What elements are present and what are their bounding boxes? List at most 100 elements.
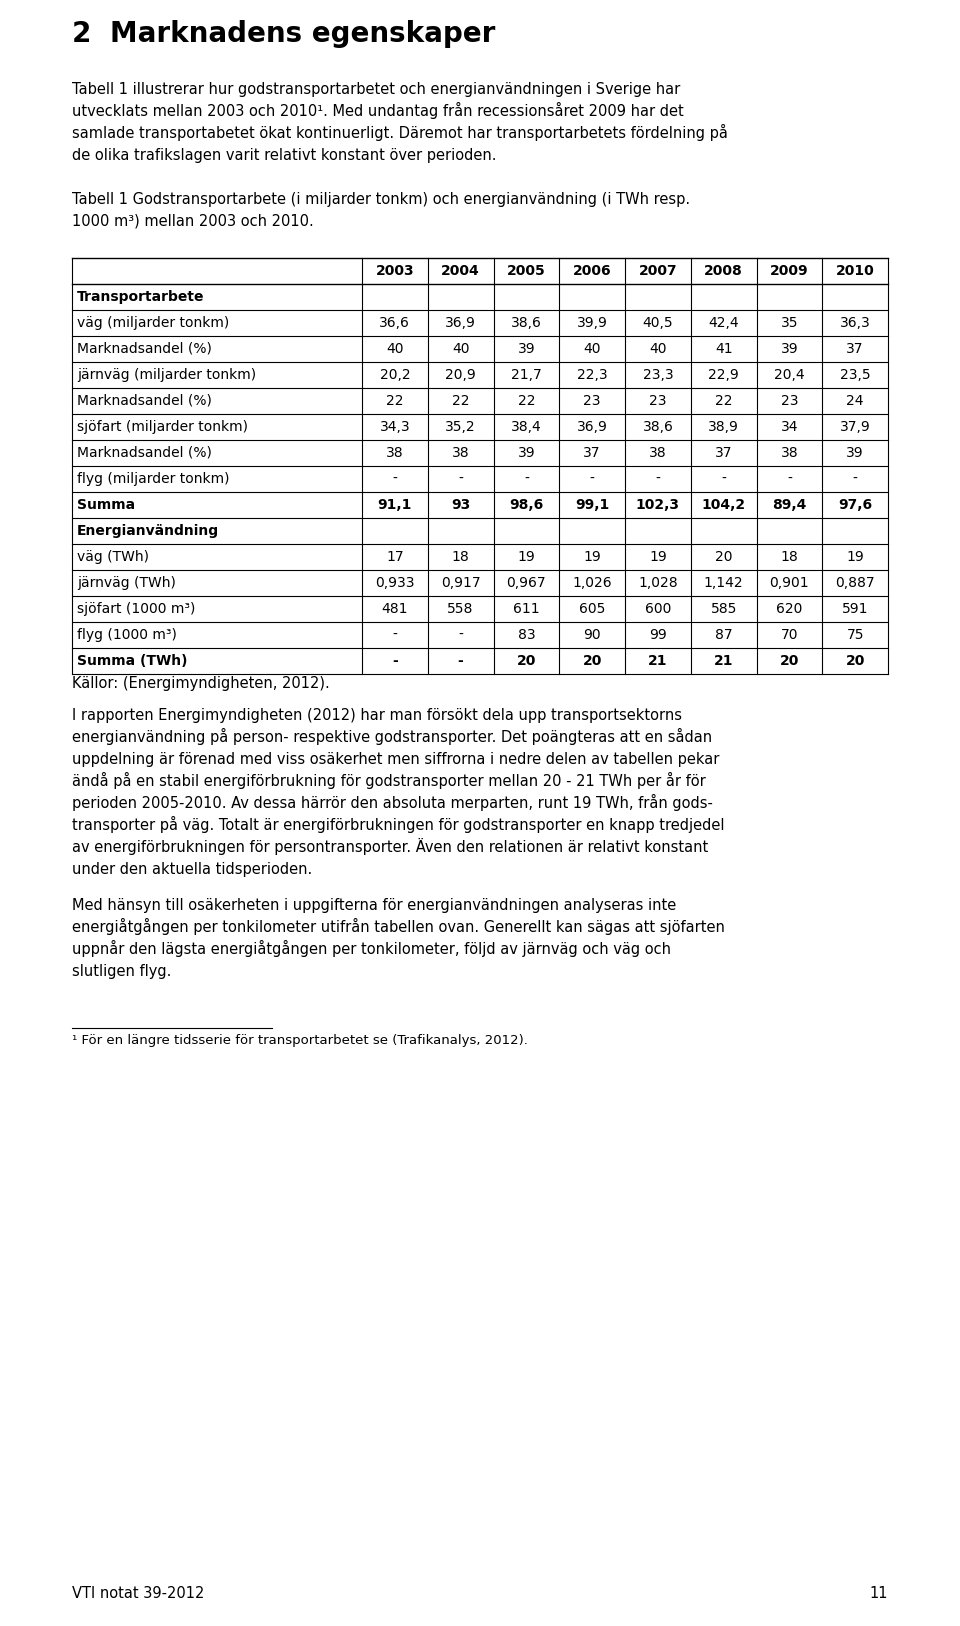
Text: 23: 23 (649, 393, 666, 408)
Text: 36,9: 36,9 (445, 315, 476, 330)
Text: 83: 83 (517, 628, 535, 642)
Text: 40,5: 40,5 (642, 315, 673, 330)
Text: 21: 21 (714, 654, 733, 668)
Text: 99: 99 (649, 628, 667, 642)
Text: 39: 39 (517, 341, 535, 356)
Text: 36,3: 36,3 (840, 315, 871, 330)
Text: 36,9: 36,9 (577, 420, 608, 434)
Text: 591: 591 (842, 602, 869, 616)
Text: 39: 39 (847, 446, 864, 460)
Text: 37: 37 (847, 341, 864, 356)
Text: 99,1: 99,1 (575, 498, 610, 512)
Text: 611: 611 (513, 602, 540, 616)
Text: 20: 20 (780, 654, 799, 668)
Text: 20: 20 (516, 654, 536, 668)
Text: 19: 19 (649, 550, 667, 564)
Text: 87: 87 (715, 628, 732, 642)
Text: 2008: 2008 (705, 263, 743, 278)
Text: 23,3: 23,3 (642, 367, 673, 382)
Text: järnväg (miljarder tonkm): järnväg (miljarder tonkm) (77, 367, 256, 382)
Text: 40: 40 (386, 341, 403, 356)
Text: sjöfart (miljarder tonkm): sjöfart (miljarder tonkm) (77, 420, 248, 434)
Text: 104,2: 104,2 (702, 498, 746, 512)
Text: 70: 70 (780, 628, 798, 642)
Text: 40: 40 (584, 341, 601, 356)
Text: 20,9: 20,9 (445, 367, 476, 382)
Text: 20: 20 (715, 550, 732, 564)
Text: 2003: 2003 (375, 263, 414, 278)
Text: 558: 558 (447, 602, 474, 616)
Text: Tabell 1 illustrerar hur godstransportarbetet och energianvändningen i Sverige h: Tabell 1 illustrerar hur godstransportar… (72, 81, 681, 98)
Text: 2010: 2010 (836, 263, 875, 278)
Text: 37: 37 (584, 446, 601, 460)
Text: -: - (852, 472, 857, 486)
Text: energiåtgången per tonkilometer utifrån tabellen ovan. Generellt kan sägas att s: energiåtgången per tonkilometer utifrån … (72, 919, 725, 935)
Text: sjöfart (1000 m³): sjöfart (1000 m³) (77, 602, 196, 616)
Text: -: - (393, 628, 397, 642)
Text: 23: 23 (584, 393, 601, 408)
Text: 2009: 2009 (770, 263, 808, 278)
Text: 22: 22 (517, 393, 535, 408)
Text: Med hänsyn till osäkerheten i uppgifterna för energianvändningen analyseras inte: Med hänsyn till osäkerheten i uppgiftern… (72, 898, 676, 914)
Text: perioden 2005-2010. Av dessa härrör den absoluta merparten, runt 19 TWh, från go: perioden 2005-2010. Av dessa härrör den … (72, 793, 713, 811)
Text: Marknadsandel (%): Marknadsandel (%) (77, 393, 212, 408)
Text: 0,901: 0,901 (770, 576, 809, 590)
Text: Marknadsandel (%): Marknadsandel (%) (77, 446, 212, 460)
Text: Marknadsandel (%): Marknadsandel (%) (77, 341, 212, 356)
Text: 38: 38 (386, 446, 404, 460)
Text: 42,4: 42,4 (708, 315, 739, 330)
Text: 39: 39 (780, 341, 798, 356)
Text: 38,9: 38,9 (708, 420, 739, 434)
Text: -: - (721, 472, 726, 486)
Text: 91,1: 91,1 (377, 498, 412, 512)
Text: samlade transportabetet ökat kontinuerligt. Däremot har transportarbetets fördel: samlade transportabetet ökat kontinuerli… (72, 124, 728, 141)
Text: 20: 20 (846, 654, 865, 668)
Text: Källor: (Energimyndigheten, 2012).: Källor: (Energimyndigheten, 2012). (72, 676, 329, 691)
Text: Summa: Summa (77, 498, 135, 512)
Text: -: - (787, 472, 792, 486)
Text: Tabell 1 Godstransportarbete (i miljarder tonkm) och energianvändning (i TWh res: Tabell 1 Godstransportarbete (i miljarde… (72, 192, 690, 207)
Text: 38: 38 (452, 446, 469, 460)
Text: under den aktuella tidsperioden.: under den aktuella tidsperioden. (72, 862, 312, 876)
Text: 38,6: 38,6 (511, 315, 541, 330)
Text: -: - (392, 654, 397, 668)
Text: 39: 39 (517, 446, 535, 460)
Text: slutligen flyg.: slutligen flyg. (72, 964, 172, 979)
Text: 38: 38 (649, 446, 666, 460)
Text: 481: 481 (382, 602, 408, 616)
Text: 11: 11 (870, 1585, 888, 1602)
Text: transporter på väg. Totalt är energiförbrukningen för godstransporter en knapp t: transporter på väg. Totalt är energiförb… (72, 816, 725, 833)
Text: 40: 40 (452, 341, 469, 356)
Text: 20,4: 20,4 (774, 367, 804, 382)
Text: 0,933: 0,933 (375, 576, 415, 590)
Text: 37: 37 (715, 446, 732, 460)
Text: -: - (458, 654, 464, 668)
Text: 18: 18 (780, 550, 799, 564)
Text: Summa (TWh): Summa (TWh) (77, 654, 187, 668)
Text: flyg (1000 m³): flyg (1000 m³) (77, 628, 177, 642)
Text: 22,3: 22,3 (577, 367, 608, 382)
Text: 41: 41 (715, 341, 732, 356)
Text: 89,4: 89,4 (772, 498, 806, 512)
Text: 75: 75 (847, 628, 864, 642)
Text: -: - (524, 472, 529, 486)
Text: 0,887: 0,887 (835, 576, 875, 590)
Text: 20,2: 20,2 (379, 367, 410, 382)
Text: 1,142: 1,142 (704, 576, 743, 590)
Text: 102,3: 102,3 (636, 498, 680, 512)
Text: 21: 21 (648, 654, 667, 668)
Text: 2006: 2006 (573, 263, 612, 278)
Text: väg (TWh): väg (TWh) (77, 550, 149, 564)
Text: 2007: 2007 (638, 263, 677, 278)
Text: ändå på en stabil energiförbrukning för godstransporter mellan 20 - 21 TWh per å: ändå på en stabil energiförbrukning för … (72, 772, 706, 789)
Text: uppdelning är förenad med viss osäkerhet men siffrorna i nedre delen av tabellen: uppdelning är förenad med viss osäkerhet… (72, 751, 719, 767)
Text: 2005: 2005 (507, 263, 545, 278)
Text: 22,9: 22,9 (708, 367, 739, 382)
Text: 19: 19 (847, 550, 864, 564)
Text: 19: 19 (584, 550, 601, 564)
Text: 98,6: 98,6 (509, 498, 543, 512)
Text: 38,4: 38,4 (511, 420, 541, 434)
Text: 38: 38 (780, 446, 798, 460)
Text: 39,9: 39,9 (577, 315, 608, 330)
Text: 21,7: 21,7 (511, 367, 541, 382)
